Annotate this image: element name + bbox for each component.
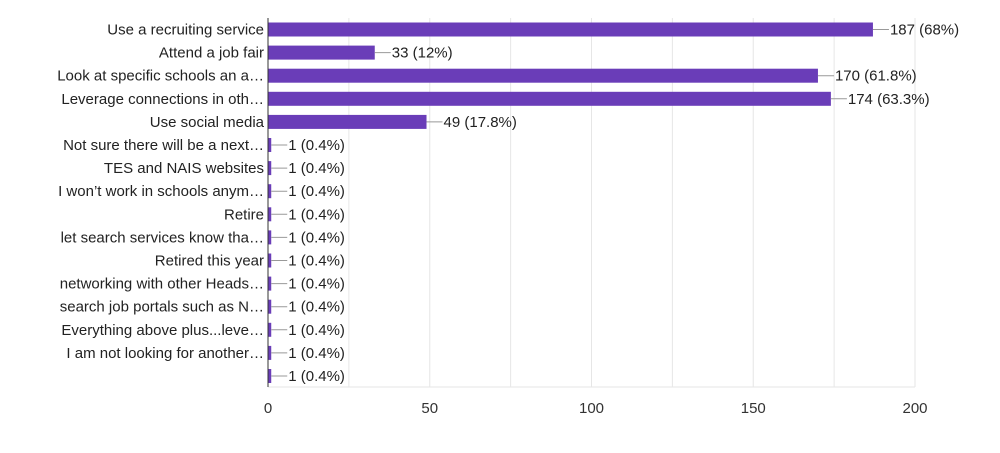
x-tick-label: 50 [421,400,438,417]
category-label: I won’t work in schools anym… [58,183,264,200]
value-label: 170 (61.8%) [835,68,917,85]
value-label: 1 (0.4%) [288,183,345,200]
x-tick-label: 100 [579,400,604,417]
category-label: I am not looking for another… [66,345,264,362]
value-label: 1 (0.4%) [288,206,345,223]
x-tick-label: 0 [264,400,272,417]
category-label: Not sure there will be a next… [63,137,264,154]
bar [268,138,272,152]
value-label: 33 (12%) [392,45,453,62]
value-label: 187 (68%) [890,22,959,39]
value-label: 1 (0.4%) [288,137,345,154]
bar [268,22,873,37]
value-label: 49 (17.8%) [444,114,517,131]
bars [268,22,873,383]
bar [268,45,375,60]
category-label: Use a recruiting service [107,22,264,39]
value-label: 1 (0.4%) [288,276,345,293]
value-label: 174 (63.3%) [848,91,930,108]
category-labels: Use a recruiting service Attend a job fai… [57,22,264,362]
bar [268,114,427,129]
x-tick-labels: 0 50 100 150 200 [264,400,928,417]
bar [268,68,818,83]
x-tick-label: 200 [902,400,927,417]
category-label: Look at specific schools an a… [57,68,264,85]
value-label: 1 (0.4%) [288,229,345,246]
bar [268,161,272,176]
category-label: Retired this year [155,253,264,270]
category-label: Retire [224,206,264,223]
category-label: let search services know tha… [61,229,264,246]
bar [268,230,272,245]
bar [268,322,272,337]
value-label: 1 (0.4%) [288,299,345,316]
value-label: 1 (0.4%) [288,322,345,339]
category-label: TES and NAIS websites [104,160,264,177]
bar [268,345,272,360]
value-label: 1 (0.4%) [288,253,345,270]
bar [268,207,272,222]
bar [268,369,272,383]
value-label: 1 (0.4%) [288,345,345,362]
value-labels: 187 (68%) 33 (12%) 170 (61.8%) 174 (63.3%) 4… [271,22,959,385]
category-label: Attend a job fair [159,45,264,62]
bar [268,276,272,291]
bar [268,299,272,314]
value-label: 1 (0.4%) [288,160,345,177]
value-label: 1 (0.4%) [288,368,345,385]
category-label: search job portals such as N… [60,299,264,316]
category-label: Use social media [150,114,265,131]
bar [268,253,272,268]
category-label: Everything above plus...leve… [61,322,264,339]
bar [268,91,831,106]
category-label: networking with other Heads… [60,276,264,293]
x-tick-label: 150 [741,400,766,417]
bar [268,184,272,199]
category-label: Leverage connections in oth… [61,91,264,108]
